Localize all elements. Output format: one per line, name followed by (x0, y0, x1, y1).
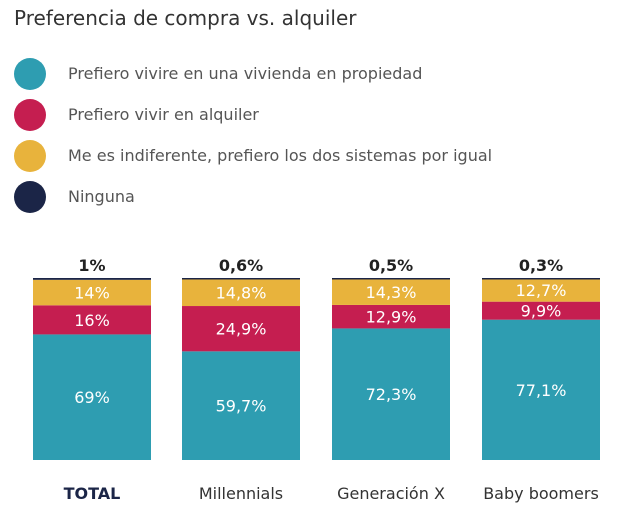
data-label-indiferente-baby-boomers: 12,7% (516, 281, 567, 300)
legend-label-propiedad: Prefiero vivire en una vivienda en propi… (68, 64, 423, 83)
category-label-generacion-x: Generación X (337, 484, 445, 503)
bar-segment-ninguna-millennials (182, 278, 300, 280)
bar-segment-ninguna-generacion-x (332, 278, 450, 280)
data-label-alquiler-baby-boomers: 9,9% (521, 302, 562, 321)
bar-segment-alquiler-millennials (182, 306, 300, 352)
category-label-millennials: Millennials (199, 484, 283, 503)
bar-segment-indiferente-total (33, 279, 151, 306)
data-label-alquiler-generacion-x: 12,9% (366, 308, 417, 327)
bar-segment-propiedad-millennials (182, 351, 300, 460)
bar-segment-indiferente-generacion-x (332, 278, 450, 305)
legend-swatch-indiferente (14, 140, 46, 172)
data-label-indiferente-generacion-x: 14,3% (366, 283, 417, 302)
legend-swatch-propiedad (14, 58, 46, 90)
data-label-ninguna-total: 1% (78, 256, 105, 275)
category-label-total: TOTAL (64, 484, 121, 503)
bar-segment-propiedad-generacion-x (332, 328, 450, 460)
data-label-ninguna-generacion-x: 0,5% (369, 256, 413, 275)
data-label-propiedad-baby-boomers: 77,1% (516, 381, 567, 400)
bar-segment-alquiler-baby-boomers (482, 301, 600, 320)
category-label-baby-boomers: Baby boomers (483, 484, 599, 503)
bar-segment-alquiler-total (33, 305, 151, 335)
data-label-indiferente-millennials: 14,8% (216, 284, 267, 303)
bar-segment-propiedad-baby-boomers (482, 319, 600, 460)
data-label-indiferente-total: 14% (74, 284, 110, 303)
legend-label-indiferente: Me es indiferente, prefiero los dos sist… (68, 146, 493, 165)
bar-segment-ninguna-total (33, 278, 151, 280)
data-label-alquiler-total: 16% (74, 311, 110, 330)
data-label-propiedad-millennials: 59,7% (216, 397, 267, 416)
data-label-ninguna-millennials: 0,6% (219, 256, 263, 275)
data-label-propiedad-total: 69% (74, 388, 110, 407)
bar-segment-indiferente-millennials (182, 279, 300, 307)
bar-segment-ninguna-baby-boomers (482, 278, 600, 280)
bar-segment-indiferente-baby-boomers (482, 278, 600, 302)
bar-segment-propiedad-total (33, 334, 151, 460)
legend-swatch-ninguna (14, 181, 46, 213)
bar-segment-alquiler-generacion-x (332, 304, 450, 329)
data-label-alquiler-millennials: 24,9% (216, 320, 267, 339)
data-label-propiedad-generacion-x: 72,3% (366, 385, 417, 404)
data-label-ninguna-baby-boomers: 0,3% (519, 256, 563, 275)
chart-title: Preferencia de compra vs. alquiler (14, 6, 357, 30)
legend-label-ninguna: Ninguna (68, 187, 135, 206)
legend-label-alquiler: Prefiero vivir en alquiler (68, 105, 259, 124)
legend-swatch-alquiler (14, 99, 46, 131)
